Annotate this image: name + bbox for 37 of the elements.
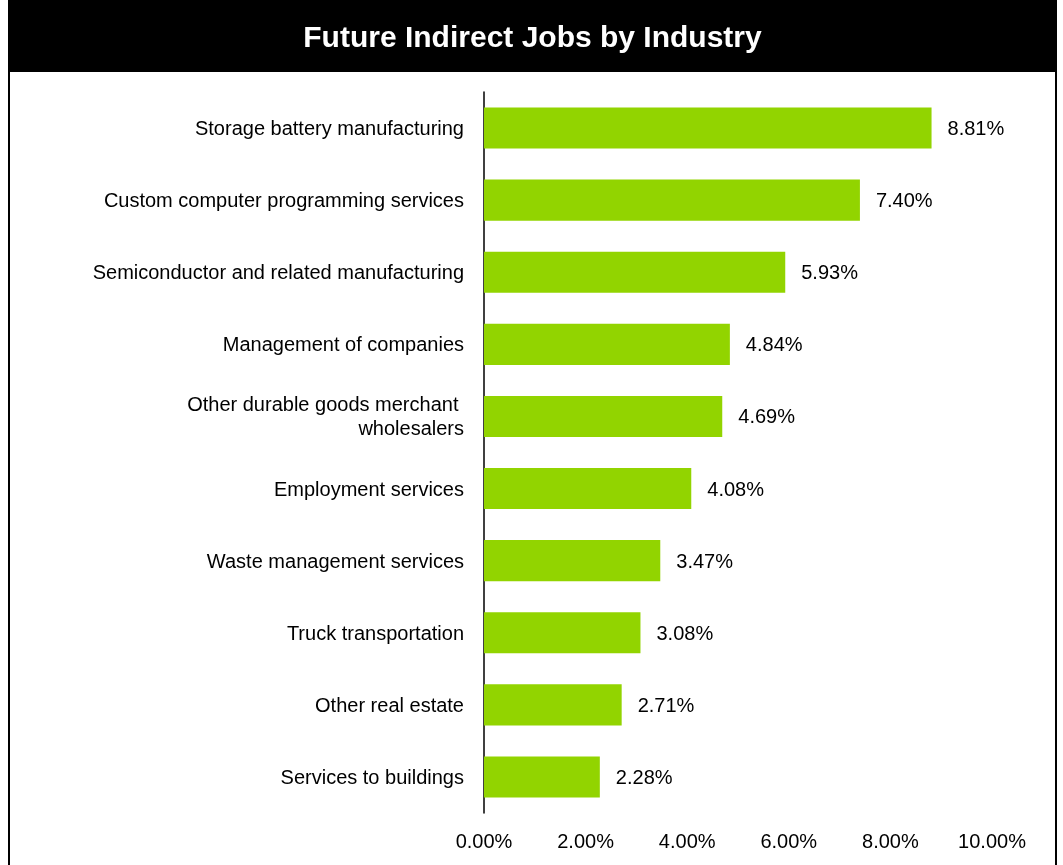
x-tick-label: 6.00%	[760, 830, 818, 852]
data-label: 2.71%	[637, 693, 695, 716]
data-label: 7.40%	[875, 189, 933, 212]
data-label: 4.69%	[738, 405, 796, 428]
chart-title: Future Indirect Jobs by Industry	[10, 2, 1055, 72]
bar	[484, 395, 723, 437]
x-tick-label: 0.00%	[455, 830, 513, 852]
data-label: 4.84%	[745, 333, 803, 356]
y-tick-label: Other durable goods merchant wholesalers	[187, 393, 464, 440]
y-tick-label: Services to buildings	[280, 765, 464, 788]
bar	[484, 107, 932, 149]
bar	[484, 612, 641, 654]
x-tick-label: 8.00%	[862, 830, 919, 852]
data-label: 2.28%	[615, 765, 673, 788]
bar	[484, 756, 600, 798]
x-tick-label: 10.00%	[958, 830, 1027, 852]
bar	[484, 179, 860, 221]
y-tick-label: Truck transportation	[286, 621, 464, 644]
x-tick-label: 2.00%	[557, 830, 615, 852]
data-label: 8.81%	[947, 117, 1005, 140]
x-tick-label: 4.00%	[658, 830, 716, 852]
y-tick-label: Other real estate	[315, 693, 464, 716]
bar	[484, 323, 730, 365]
data-label: 5.93%	[801, 261, 859, 284]
bar	[484, 540, 661, 582]
data-label: 4.08%	[707, 477, 765, 500]
data-label: 3.08%	[656, 621, 714, 644]
y-tick-label: Employment services	[273, 477, 464, 500]
bar	[484, 684, 622, 726]
data-label: 3.47%	[676, 549, 734, 572]
bar	[484, 251, 786, 293]
bar	[484, 468, 692, 510]
y-tick-label: Storage battery manufacturing	[194, 117, 464, 140]
y-tick-label: Custom computer programming services	[103, 189, 464, 212]
y-tick-label: Waste management services	[206, 549, 464, 572]
y-tick-label: Semiconductor and related manufacturing	[92, 261, 464, 284]
y-tick-label: Management of companies	[222, 333, 464, 356]
